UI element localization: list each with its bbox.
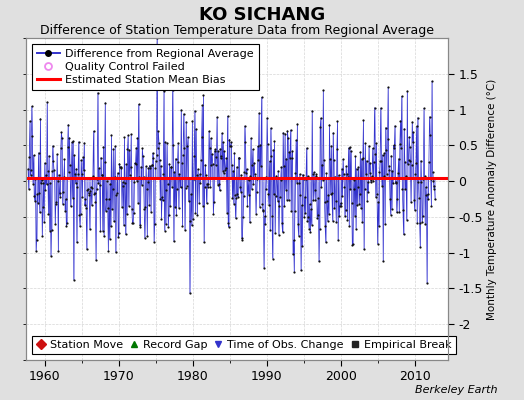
Text: KO SICHANG: KO SICHANG — [199, 6, 325, 24]
Y-axis label: Monthly Temperature Anomaly Difference (°C): Monthly Temperature Anomaly Difference (… — [487, 78, 497, 320]
Text: Berkeley Earth: Berkeley Earth — [416, 385, 498, 395]
Legend: Station Move, Record Gap, Time of Obs. Change, Empirical Break: Station Move, Record Gap, Time of Obs. C… — [32, 336, 456, 354]
Title: Difference of Station Temperature Data from Regional Average: Difference of Station Temperature Data f… — [40, 24, 434, 37]
